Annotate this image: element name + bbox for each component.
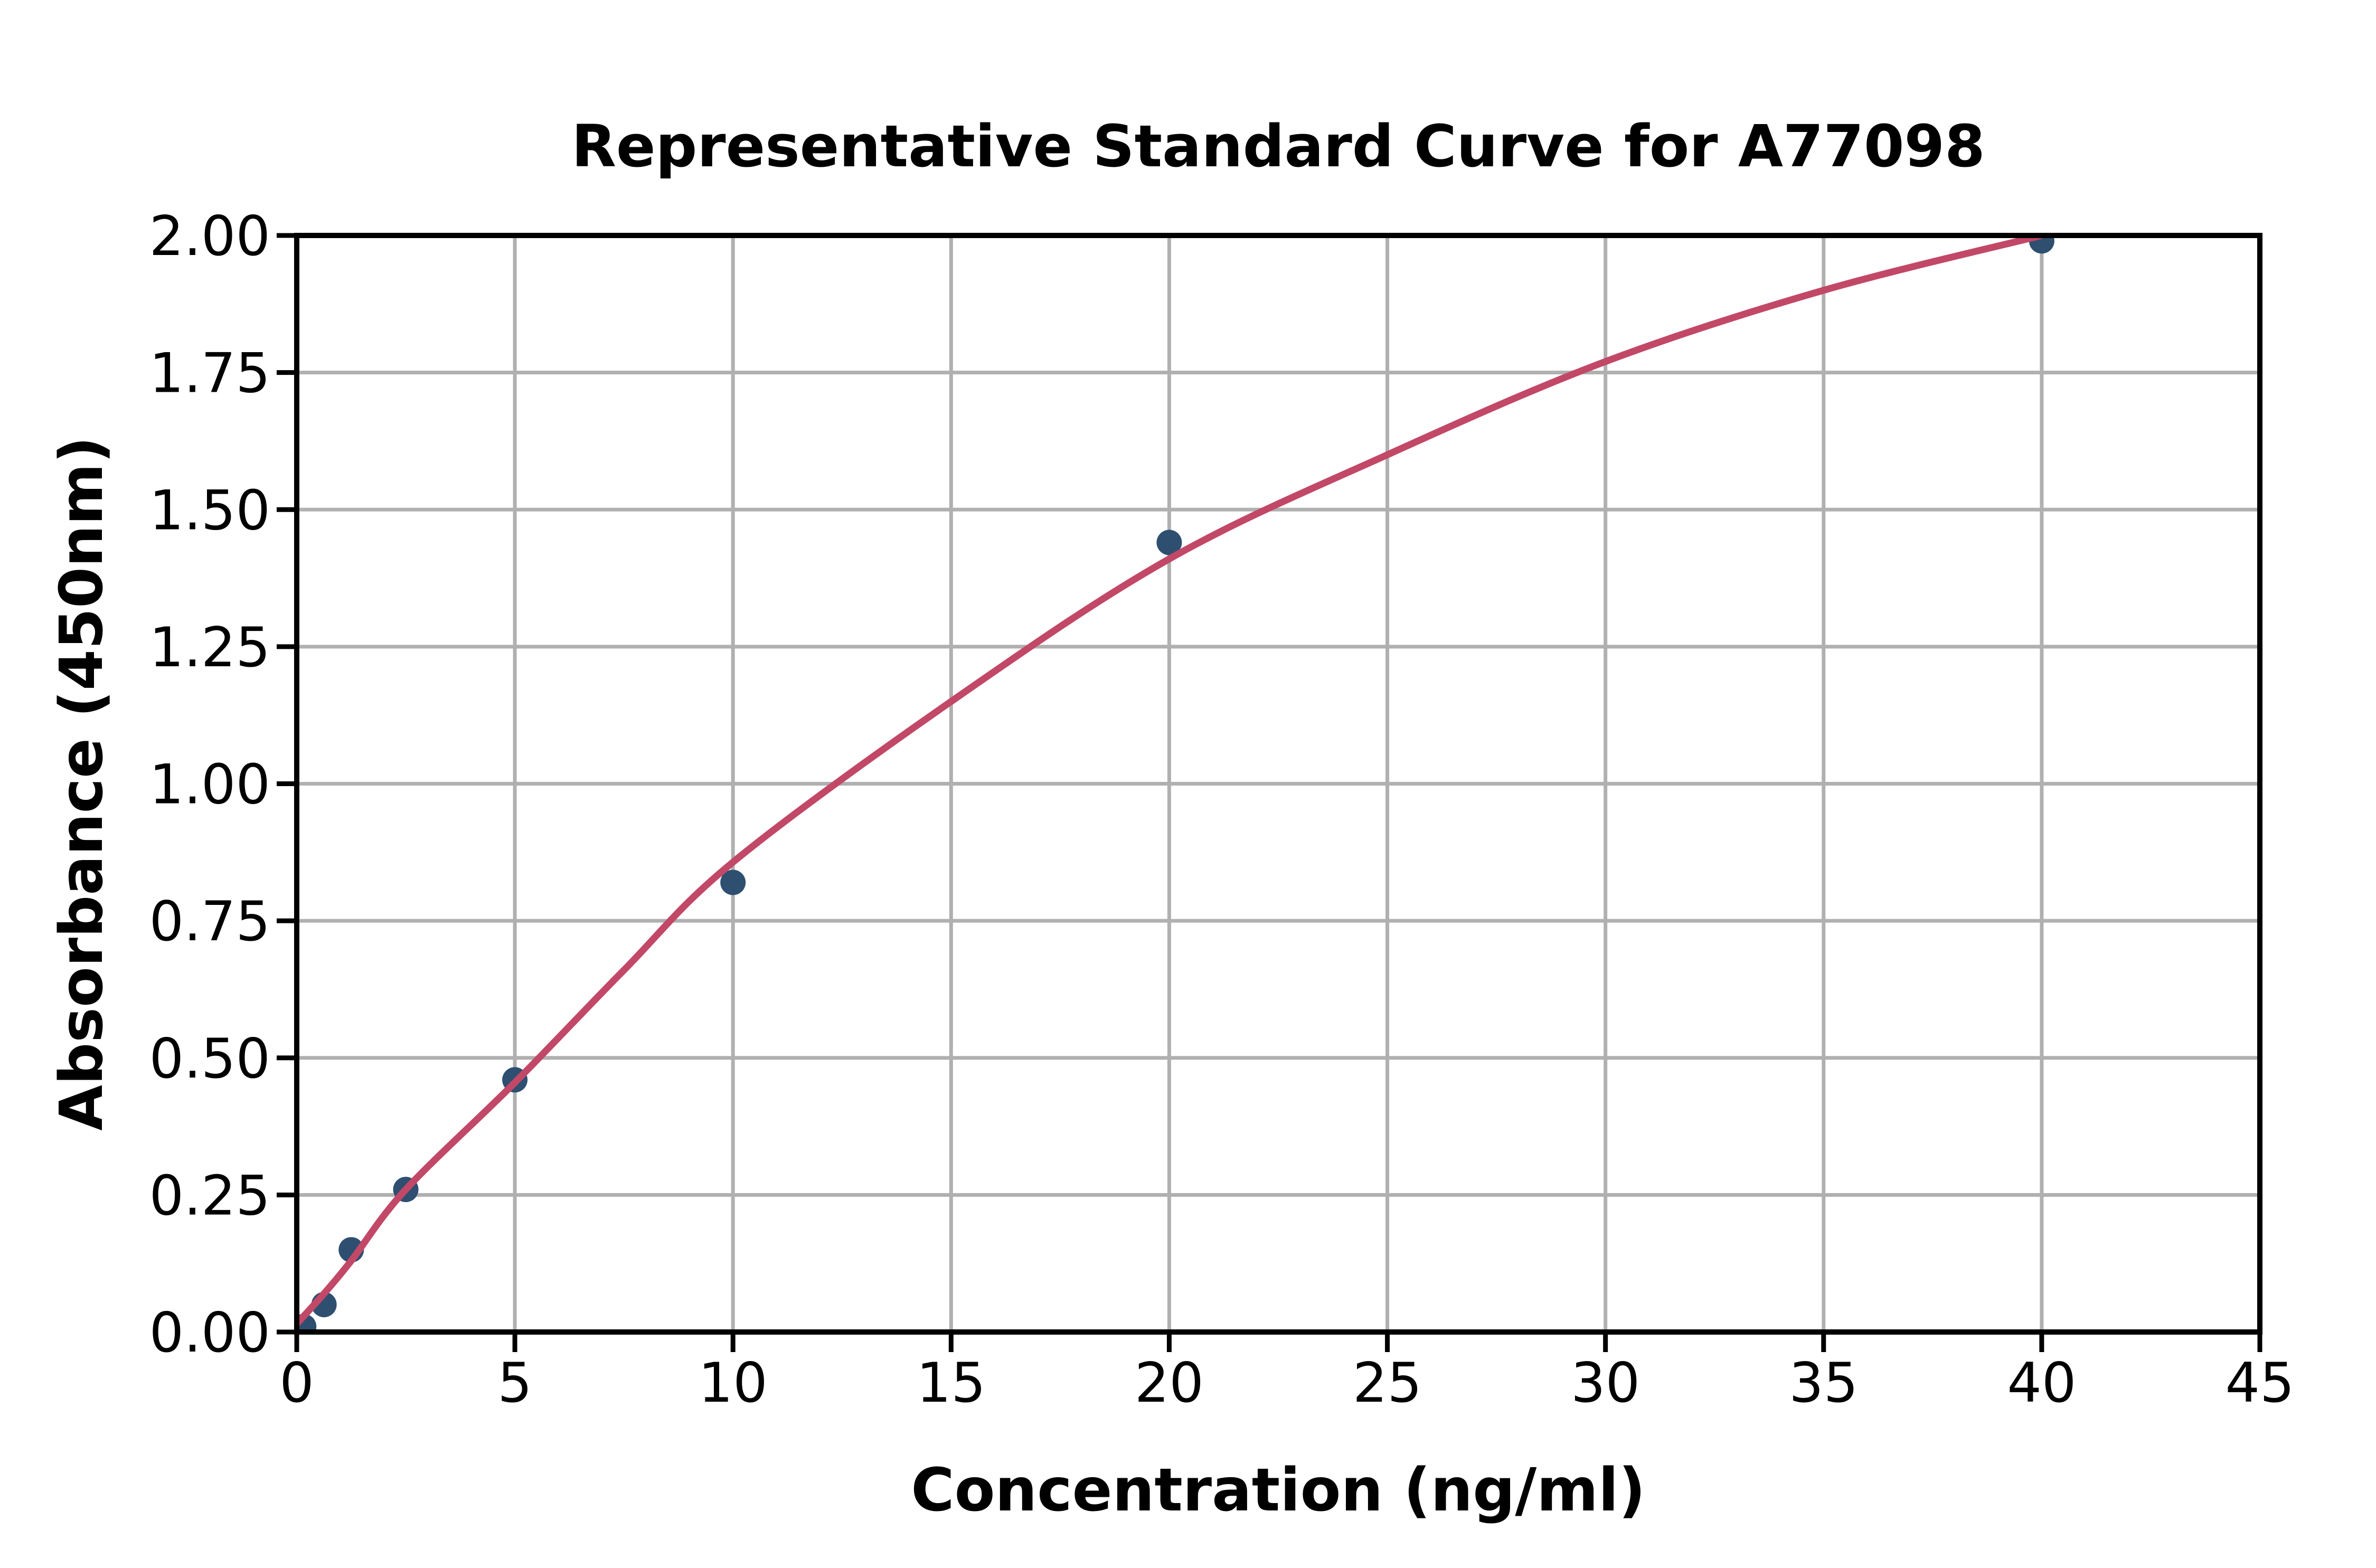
fitted-curve — [297, 235, 2043, 1326]
x-tick-label: 45 — [2225, 1352, 2294, 1415]
chart-title: Representative Standard Curve for A77098 — [571, 112, 1985, 180]
y-tick-label: 0.00 — [149, 1301, 270, 1365]
y-tick-label: 1.25 — [149, 616, 270, 679]
y-tick-label: 0.50 — [149, 1027, 270, 1091]
x-tick-label: 25 — [1353, 1352, 1422, 1415]
y-axis-label: Absorbance (450nm) — [48, 436, 116, 1131]
x-tick-label: 0 — [279, 1352, 314, 1415]
x-axis-label: Concentration (ng/ml) — [911, 1456, 1646, 1525]
x-tick-label: 15 — [917, 1352, 986, 1415]
y-tick-label: 2.00 — [149, 205, 270, 268]
y-tick-label: 0.75 — [149, 890, 270, 953]
x-tick-label: 35 — [1789, 1352, 1858, 1415]
data-point — [720, 870, 746, 895]
y-tick-label: 1.50 — [149, 479, 270, 542]
x-tick-label: 10 — [699, 1352, 768, 1415]
y-tick-label: 1.75 — [149, 342, 270, 405]
y-tick-label: 0.25 — [149, 1164, 270, 1227]
data-point — [1156, 530, 1182, 555]
x-tick-label: 40 — [2007, 1352, 2076, 1415]
x-tick-label: 20 — [1135, 1352, 1204, 1415]
x-tick-label: 30 — [1571, 1352, 1640, 1415]
x-tick-label: 5 — [497, 1352, 532, 1415]
y-tick-label: 1.00 — [149, 753, 270, 817]
